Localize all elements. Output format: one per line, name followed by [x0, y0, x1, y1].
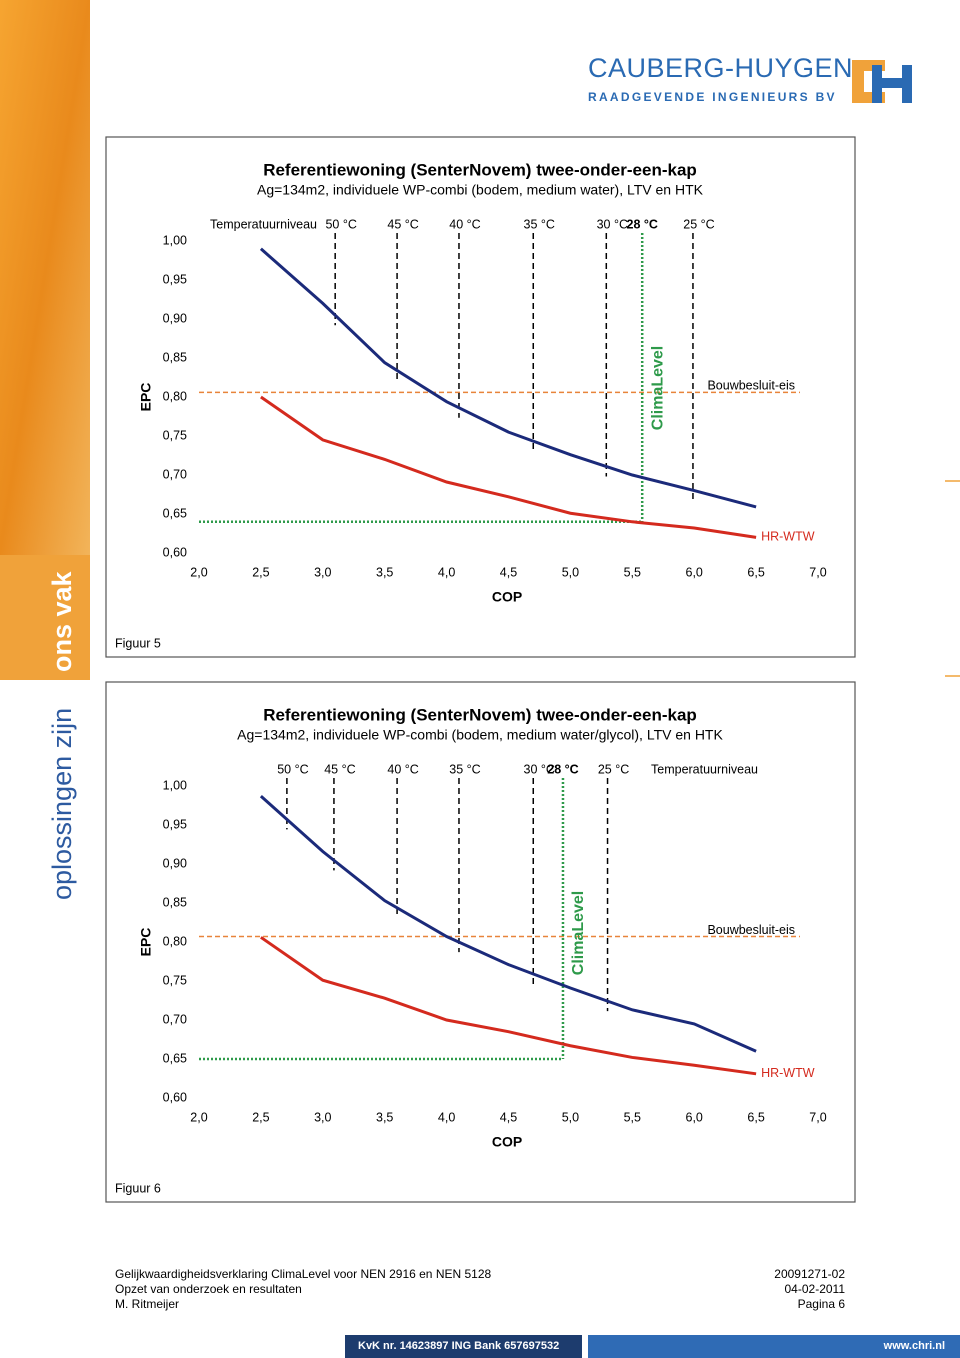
x-tick-label: 4,0 [438, 1110, 455, 1124]
series-line [259, 795, 757, 1053]
footer-text: Gelijkwaardigheidsverklaring ClimaLevel … [115, 1267, 492, 1281]
x-tick-label: 3,0 [314, 1110, 331, 1124]
chart-title: Referentiewoning (SenterNovem) twee-onde… [263, 705, 697, 724]
x-tick-label: 6,5 [747, 565, 764, 579]
y-tick-label: 0,90 [163, 311, 187, 325]
footer-bar [588, 1335, 960, 1358]
chart-frame [105, 681, 856, 1203]
x-axis-label: COP [492, 1134, 522, 1150]
y-tick-label: 0,65 [163, 506, 187, 520]
x-tick-label: 5,0 [562, 565, 579, 579]
logo-h [872, 65, 912, 103]
series-line [259, 247, 757, 509]
y-tick-label: 0,95 [163, 817, 187, 831]
footer-text: M. Ritmeijer [115, 1297, 179, 1311]
chart-subtitle: Ag=134m2, individuele WP-combi (bodem, m… [257, 182, 704, 198]
sidebar-photo [0, 0, 90, 555]
y-tick-label: 0,80 [163, 934, 187, 948]
company-name: CAUBERG-HUYGEN [588, 53, 853, 83]
y-tick-label: 0,95 [163, 272, 187, 286]
temperature-label: 35 °C [524, 217, 555, 231]
y-tick-label: 0,90 [163, 856, 187, 870]
x-tick-label: 3,5 [376, 565, 393, 579]
temperature-label: 50 °C [325, 217, 356, 231]
temperature-label: 40 °C [387, 762, 418, 776]
footer-text: Pagina 6 [798, 1297, 846, 1311]
sidebar-box [0, 555, 90, 680]
temperature-label: 45 °C [387, 217, 418, 231]
footer-bar-text: www.chri.nl [883, 1340, 945, 1352]
temperature-label: 40 °C [449, 217, 480, 231]
x-tick-label: 7,0 [809, 565, 826, 579]
footer-bar [345, 1335, 582, 1358]
x-tick-label: 6,0 [686, 1110, 703, 1124]
temperature-label: 45 °C [324, 762, 355, 776]
marker-title: Temperatuurniveau [651, 762, 758, 776]
footer-text: Opzet van onderzoek en resultaten [115, 1282, 302, 1296]
y-tick-label: 0,85 [163, 895, 187, 909]
temperature-label: 35 °C [449, 762, 480, 776]
x-tick-label: 3,5 [376, 1110, 393, 1124]
y-tick-label: 1,00 [163, 233, 187, 247]
company-tagline: RAADGEVENDE INGENIEURS BV [588, 90, 837, 104]
temperature-label: 28 °C [627, 217, 658, 231]
y-tick-label: 0,65 [163, 1051, 187, 1065]
x-tick-label: 2,5 [252, 565, 269, 579]
y-tick-label: 0,60 [163, 545, 187, 559]
series-label: HR-WTW [761, 1066, 815, 1080]
y-tick-label: 0,80 [163, 389, 187, 403]
temperature-label: 28 °C [547, 762, 578, 776]
x-tick-label: 4,0 [438, 565, 455, 579]
x-tick-label: 4,5 [500, 565, 517, 579]
x-tick-label: 2,5 [252, 1110, 269, 1124]
footer-bar-text: KvK nr. 14623897 ING Bank 657697532 [358, 1340, 559, 1352]
requirement-label: Bouwbesluit-eis [707, 923, 795, 937]
y-axis-label: EPC [138, 383, 154, 412]
temperature-label: 25 °C [598, 762, 629, 776]
temperature-label: 50 °C [277, 762, 308, 776]
x-tick-label: 5,5 [624, 1110, 641, 1124]
chart-title: Referentiewoning (SenterNovem) twee-onde… [263, 160, 697, 179]
y-tick-label: 0,70 [163, 1012, 187, 1026]
y-tick-label: 0,75 [163, 428, 187, 442]
caption: Figuur 6 [115, 1181, 161, 1195]
x-tick-label: 7,0 [809, 1110, 826, 1124]
marker-title: Temperatuurniveau [210, 217, 317, 231]
temperature-label: 30 °C [524, 762, 555, 776]
series-line [260, 936, 757, 1076]
y-tick-label: 1,00 [163, 778, 187, 792]
series-label: HR-WTW [761, 530, 815, 544]
x-tick-label: 2,0 [190, 565, 207, 579]
y-axis-label: EPC [138, 928, 154, 957]
requirement-label: Bouwbesluit-eis [707, 379, 795, 393]
footer-text: 04-02-2011 [785, 1282, 846, 1296]
y-tick-label: 0,85 [163, 350, 187, 364]
x-tick-label: 6,0 [686, 565, 703, 579]
y-tick-label: 0,75 [163, 973, 187, 987]
x-axis-label: COP [492, 589, 522, 605]
x-tick-label: 3,0 [314, 565, 331, 579]
footer-text: 20091271-02 [774, 1267, 845, 1281]
sidebar-text: ons vak [47, 570, 77, 672]
x-tick-label: 2,0 [190, 1110, 207, 1124]
sidebar-text: oplossingen zijn [47, 708, 77, 900]
x-tick-label: 6,5 [747, 1110, 764, 1124]
y-tick-label: 0,70 [163, 467, 187, 481]
climalevel-label: ClimaLevel [649, 346, 666, 430]
x-tick-label: 4,5 [500, 1110, 517, 1124]
x-tick-label: 5,0 [562, 1110, 579, 1124]
y-tick-label: 0,60 [163, 1090, 187, 1104]
x-tick-label: 5,5 [624, 565, 641, 579]
chart-frame [105, 136, 856, 658]
series-line [260, 395, 757, 539]
caption: Figuur 5 [115, 636, 161, 650]
climalevel-label: ClimaLevel [570, 891, 587, 975]
chart-subtitle: Ag=134m2, individuele WP-combi (bodem, m… [237, 727, 723, 743]
temperature-label: 30 °C [597, 217, 628, 231]
temperature-label: 25 °C [683, 217, 714, 231]
